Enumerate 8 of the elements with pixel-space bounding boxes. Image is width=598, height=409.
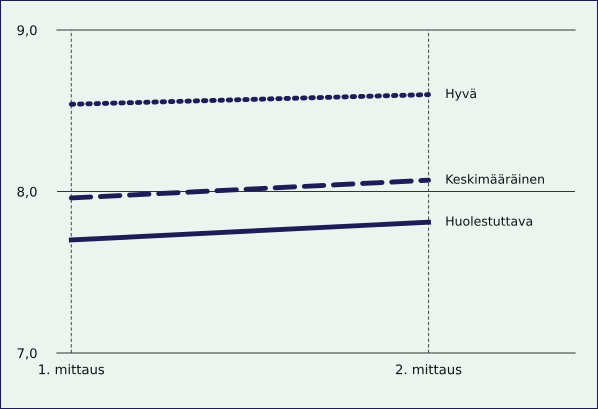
y-tick-label: 9,0 — [17, 25, 37, 37]
y-tick-label: 8,0 — [17, 186, 37, 198]
series-label: Huolestuttava — [446, 216, 532, 226]
y-tick-label: 7,0 — [18, 348, 37, 360]
series-label: Keskimääräinen — [446, 174, 544, 184]
series-label: Hyvä — [446, 88, 476, 101]
x-tick-label: 1. mittaus — [39, 364, 104, 374]
x-tick-label: 2. mittaus — [396, 364, 462, 374]
